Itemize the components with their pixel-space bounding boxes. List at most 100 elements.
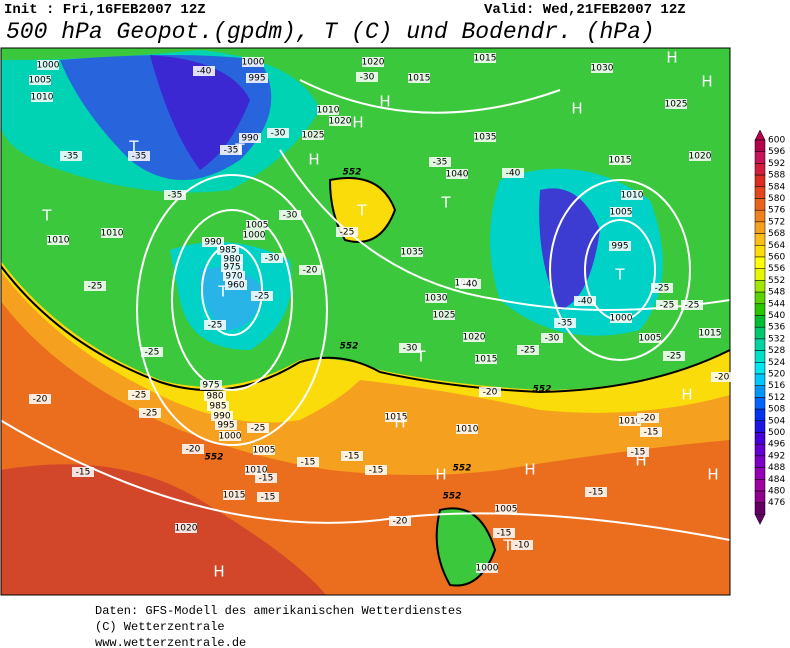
colorbar-label: 492: [768, 451, 785, 461]
isobar-label: 995: [611, 242, 628, 252]
colorbar-label: 496: [768, 440, 785, 450]
label-box: [651, 283, 673, 293]
temperature-label: -25: [88, 282, 103, 292]
temperature-label: -25: [132, 391, 147, 401]
high-pressure-marker: H: [701, 73, 712, 91]
colorbar-label: 476: [768, 498, 785, 508]
contour-label: 552: [343, 168, 362, 178]
colorbar-label: 504: [768, 416, 785, 426]
label-box: [479, 387, 501, 397]
label-box: [495, 504, 517, 514]
isobar-label: 1000: [476, 564, 499, 574]
label-box: [574, 296, 596, 306]
label-box: [463, 332, 485, 342]
label-box: [459, 279, 481, 289]
label-box: [215, 420, 237, 430]
isobar-label: 1020: [689, 152, 712, 162]
label-box: [399, 343, 421, 353]
isobar-label: 980: [206, 392, 223, 402]
isobar-label: 1025: [302, 131, 325, 141]
label-box: [267, 128, 289, 138]
colorbar-label: 508: [768, 405, 785, 415]
colorbar-cell: [754, 268, 766, 281]
high-pressure-marker: H: [394, 414, 405, 432]
label-box: [243, 230, 265, 240]
label-box: [517, 345, 539, 355]
colorbar-cell: [754, 373, 766, 386]
label-box: [433, 310, 455, 320]
colorbar-cell: [754, 420, 766, 433]
colorbar-cell: [754, 490, 766, 503]
high-pressure-marker: H: [379, 93, 390, 111]
label-box: [640, 427, 662, 437]
isobar-label: 1020: [362, 58, 385, 68]
label-box: [242, 57, 264, 67]
isobar-label: 985: [219, 246, 236, 256]
isobar-label: 1000: [610, 314, 633, 324]
colorbar-label: 552: [768, 276, 785, 286]
temperature-label: -25: [208, 321, 223, 331]
label-box: [610, 313, 632, 323]
colorbar-label: 584: [768, 182, 785, 192]
label-box: [60, 151, 82, 161]
isobar-label: 1020: [463, 333, 486, 343]
colorbar-label: 540: [768, 311, 785, 321]
label-box: [182, 444, 204, 454]
label-box: [72, 467, 94, 477]
label-box: [401, 247, 423, 257]
label-box: [101, 228, 123, 238]
temperature-label: -40: [506, 169, 521, 179]
colorbar-label: 532: [768, 334, 785, 344]
label-box: [128, 390, 150, 400]
label-box: [637, 413, 659, 423]
label-box: [317, 105, 339, 115]
label-box: [297, 457, 319, 467]
isobar-label: 1005: [253, 446, 276, 456]
label-box: [247, 423, 269, 433]
label-box: [474, 132, 496, 142]
label-box: [362, 57, 384, 67]
colorbar-label: 568: [768, 229, 785, 239]
label-box: [251, 291, 273, 301]
colorbar-label: 520: [768, 370, 785, 380]
isobar-label: 1035: [474, 133, 497, 143]
label-box: [446, 169, 468, 179]
low-pressure-marker: T: [415, 348, 426, 366]
temperature-label: -20: [33, 395, 48, 405]
colorbar-arrow-bottom: [754, 514, 766, 525]
isobar-label: 1025: [665, 100, 688, 110]
label-box: [29, 394, 51, 404]
isobar-label: 1010: [101, 229, 124, 239]
label-box: [699, 328, 721, 338]
isobar-label: 1010: [619, 417, 642, 427]
temperature-label: -35: [132, 152, 147, 162]
label-box: [217, 245, 239, 255]
low-pressure-marker: T: [234, 141, 245, 159]
isobar-label: 995: [217, 421, 234, 431]
low-pressure-marker: T: [356, 202, 367, 220]
temperature-label: -30: [265, 254, 280, 264]
temperature-label: -35: [433, 158, 448, 168]
temperature-label: -15: [589, 488, 604, 498]
label-box: [474, 53, 496, 63]
map-frame: [0, 47, 731, 596]
label-box: [223, 271, 245, 281]
temperature-label: -20: [393, 517, 408, 527]
isobar-label: 1000: [242, 58, 265, 68]
contour-label: 552: [340, 342, 359, 352]
temperature-label: -30: [360, 73, 375, 83]
isobar-label: 1015: [474, 54, 497, 64]
label-box: [219, 431, 241, 441]
contour-label: 552: [453, 464, 472, 474]
isobar-label: 985: [209, 402, 226, 412]
label-box: [37, 60, 59, 70]
colorbar-cell: [754, 315, 766, 328]
label-box: [627, 447, 649, 457]
label-box: [336, 227, 358, 237]
colorbar-cell: [754, 256, 766, 269]
temperature-label: -25: [667, 352, 682, 362]
temperature-label: -35: [64, 152, 79, 162]
colorbar-label: 488: [768, 463, 785, 473]
high-pressure-marker: H: [707, 466, 718, 484]
isobar-label: 990: [204, 238, 221, 248]
